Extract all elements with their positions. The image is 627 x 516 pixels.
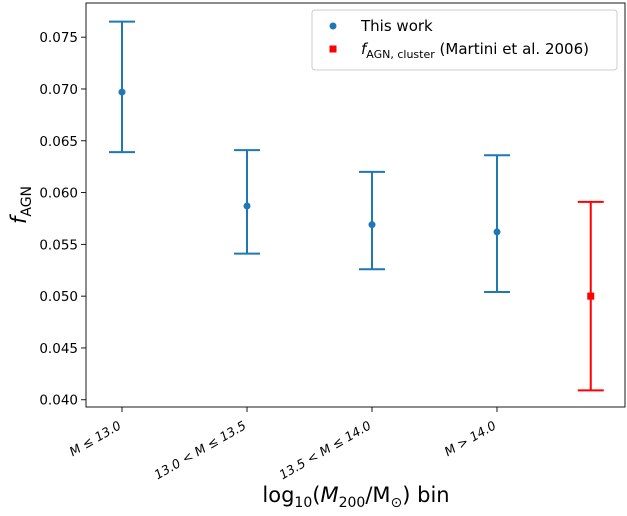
y-tick-label: 0.075 <box>39 30 78 46</box>
x-axis-label: log10(M200/M⊙) bin <box>262 483 449 511</box>
legend-marker-this-work <box>329 22 337 30</box>
y-tick-label: 0.070 <box>39 82 78 98</box>
legend-label-this-work: This work <box>360 17 433 35</box>
y-tick-label: 0.040 <box>39 393 78 409</box>
legend-marker-martini <box>329 45 337 53</box>
y-axis: 0.040 0.045 0.050 0.055 0.060 0.065 0.070 0.075 <box>39 30 86 409</box>
data-point-square <box>587 292 595 300</box>
data-point <box>368 221 376 229</box>
plot-frame <box>85 2 626 408</box>
y-tick-label: 0.055 <box>39 237 78 253</box>
y-tick-label: 0.060 <box>39 186 78 202</box>
legend-box <box>311 9 618 71</box>
data-point <box>243 202 251 210</box>
y-tick-label: 0.050 <box>39 289 78 305</box>
data-point <box>118 88 126 96</box>
legend: This work fAGN, cluster (Martini et al. … <box>311 9 618 71</box>
data-marks <box>109 20 604 392</box>
y-tick-label: 0.045 <box>39 341 78 357</box>
data-point <box>493 228 501 236</box>
legend-label-martini: fAGN, cluster (Martini et al. 2006) <box>361 40 589 61</box>
y-axis-label: fAGN <box>7 186 35 224</box>
y-tick-label: 0.065 <box>39 134 78 150</box>
